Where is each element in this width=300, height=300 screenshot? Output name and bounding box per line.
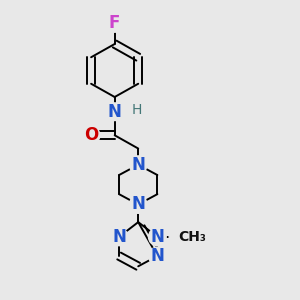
Text: N: N — [112, 228, 126, 246]
Circle shape — [169, 228, 187, 246]
Circle shape — [106, 103, 124, 121]
Text: O: O — [84, 126, 98, 144]
Circle shape — [148, 247, 166, 265]
Text: CH₃: CH₃ — [178, 230, 206, 244]
Text: F: F — [109, 14, 120, 32]
Circle shape — [148, 228, 166, 246]
Text: N: N — [131, 196, 145, 214]
Text: N: N — [108, 103, 122, 121]
Text: N: N — [150, 247, 164, 265]
Text: H: H — [132, 103, 142, 117]
Circle shape — [82, 126, 100, 144]
Circle shape — [130, 103, 143, 116]
Circle shape — [129, 156, 147, 174]
Circle shape — [110, 228, 128, 246]
Circle shape — [129, 196, 147, 213]
Circle shape — [106, 15, 124, 32]
Text: N: N — [150, 228, 164, 246]
Text: N: N — [131, 156, 145, 174]
